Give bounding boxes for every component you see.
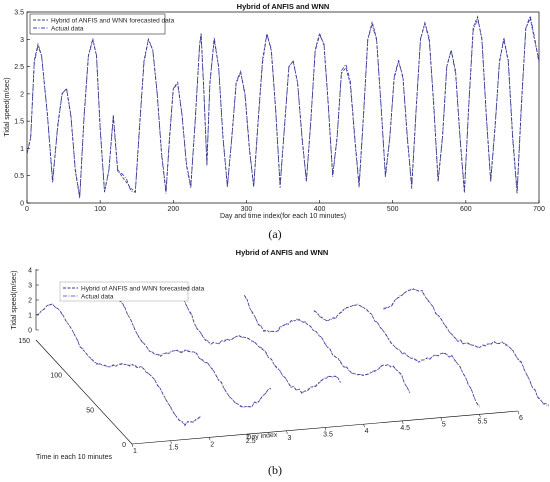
panel-a-legend-actual: Actual data [51,26,84,33]
panel-a-y-tick-label: 3 [20,37,24,44]
panel-b-y-tick-label: 0 [122,442,126,449]
panel-a-x-tick-label: 0 [25,206,29,213]
panel-a-y-tick-label: 0.5 [14,173,24,180]
panel-b-zlabel: Tidal speed(m/sec) [11,270,18,329]
panel-b-x-tick-label: 2.5 [246,438,256,445]
panel-b-x-tick-label: 3.5 [323,432,333,439]
panel-a-ylabel: Tidal speed(m/sec) [4,77,11,136]
panel-b-series-hybrid [174,283,341,394]
panel-b-xlabel: Day index [246,432,278,442]
panel-a-xlabel: Day and time index(for each 10 minutes) [220,213,346,220]
panel-a-x-tick-label: 400 [314,206,326,213]
panel-b-x-tick-mark [479,414,481,418]
panel-b-x-tick-mark [363,424,365,428]
panel-b-x-tick-mark [517,410,520,415]
panel-a-legend-hybrid: Hybrid of ANFIS and WNN forecasted data [51,18,175,25]
panel-b-series-actual [35,303,202,426]
panel-b-x-tick-mark [440,417,443,421]
panel-a-y-tick-label: 1 [20,146,24,153]
panel-a-y-tick-label: 3.5 [14,10,24,17]
panel-b-x-tick-mark [208,437,211,441]
panel-b-y-ticks: 0 50 100 150 [18,338,126,449]
panel-b-x-tick-mark [401,420,404,424]
panel-b-series-hybrid [383,288,550,406]
panel-b-z-tick-label: 2 [28,298,32,305]
panel-a-series-hybrid [26,15,540,199]
panel-b-series-actual [313,303,480,408]
panel-b-x-tick-mark [131,443,134,448]
panel-b-y-tick-label: 50 [86,407,94,414]
panel-b-legend-box [59,281,189,302]
panel-a-y-ticks: 0 0.5 1 1.5 2 2.5 3 3.5 [14,10,30,208]
panel-b-series-hybrid [35,303,202,427]
panel-b-series-actual [174,283,341,393]
panel-b-series-hybrid [244,294,411,394]
panel-b-series-hybrid [105,289,272,408]
panel-b-y-tick-label: 100 [50,373,62,380]
panel-b-x-tick-mark [324,427,327,431]
panel-b-series-actual [105,289,272,408]
panel-b-title: Hybrid of ANFIS and WNN [236,248,329,257]
panel-a-label: (a) [268,227,281,241]
panel-b-x-tick-label: 5 [442,422,446,429]
panel-b-z-tick-label: 4 [28,268,32,275]
panel-a-x-ticks: 0 100 200 300 400 500 600 700 [25,200,545,213]
panel-b-z-tick-label: 3 [28,283,32,290]
panel-b-ylabel: Time in each 10 minutes [36,454,112,461]
panel-a-series [26,14,540,199]
panel-a-title: Hybrid of ANFIS and WNN [237,2,330,11]
panel-a-series-actual [26,14,540,197]
panel-b-x-tick-label: 5.5 [478,418,488,425]
panel-b-series-hybrid [313,304,480,407]
panel-a-x-tick-label: 300 [241,206,253,213]
panel-a-x-tick-label: 100 [94,206,106,213]
panel-b-legend: Hybrid of ANFIS and WNN forecasted data … [59,281,205,302]
panel-b-x-tick-label: 4.5 [400,425,410,432]
panel-b-z-tick-label: 1 [28,313,32,320]
panel-b-x-tick-mark [170,440,172,444]
panel-b-x-tick-label: 1.5 [169,445,179,452]
panel-a-y-tick-label: 2.5 [14,64,24,71]
panel-b-x-tick-label: 2 [210,441,214,448]
panel-a-x-tick-label: 500 [387,206,399,213]
panel-b-legend-actual: Actual data [81,294,114,301]
panel-a-legend: Hybrid of ANFIS and WNN forecasted data … [29,13,175,35]
panel-a-chart: Hybrid of ANFIS and WNN 0 0.5 1 1.5 2 2.5 3 3.5… [4,2,545,241]
panel-a-y-tick-label: 2 [20,91,24,98]
panel-a-x-tick-label: 600 [460,206,472,213]
panel-a-x-tick-label: 200 [167,206,179,213]
panel-a-legend-box [29,13,166,35]
panel-b-y-axis [35,339,133,445]
panel-a-axes-box [26,11,540,204]
panel-b-x-tick-label: 4 [365,428,369,435]
panel-b-x-tick-label: 3 [287,435,291,442]
panel-b-z-tick-label: 0 [28,328,32,335]
panel-a-y-tick-label: 1.5 [14,119,24,126]
panel-b-series [35,283,550,427]
panel-b-y-tick-label: 150 [18,338,30,345]
panel-b-x-tick-mark [247,434,250,438]
panel-b-x-tick-mark [286,430,288,434]
panel-b-label: (b) [268,463,282,477]
panel-b-z-ticks: 0 1 2 3 4 [28,268,39,335]
panel-a-y-tick-label: 0 [20,201,24,208]
panel-a-x-tick-label: 700 [533,206,545,213]
panel-b-x-ticks: 1 1.5 2 2.5 3 3.5 4 4.5 5 5.5 6 [131,410,523,455]
panel-b-x-tick-label: 1 [133,448,137,455]
panel-b-x-tick-label: 6 [519,415,523,422]
panel-b-legend-hybrid: Hybrid of ANFIS and WNN forecasted data [81,286,205,293]
